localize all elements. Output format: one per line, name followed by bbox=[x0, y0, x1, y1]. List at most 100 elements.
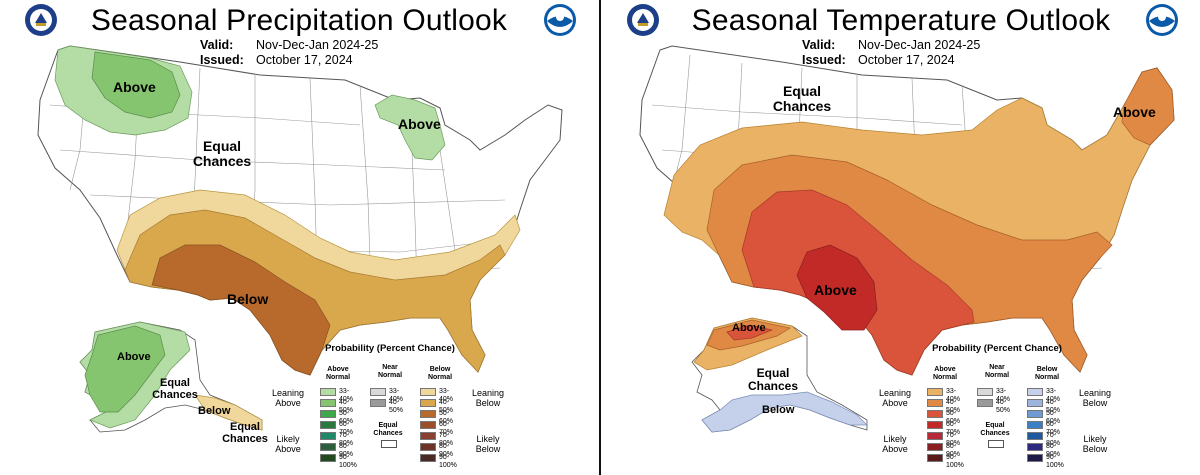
legend-swatch-below-0 bbox=[420, 388, 436, 396]
legend-swatch-label-below-3: 60-70% bbox=[1046, 421, 1061, 436]
noaa-logo bbox=[543, 3, 577, 37]
validity-info: Valid: Nov-Dec-Jan 2024-25 Issued: October… bbox=[200, 38, 378, 68]
legend-likely-below: Likely Below bbox=[475, 434, 501, 454]
legend-near-normal-head: Near Normal bbox=[984, 364, 1010, 379]
wet-michigan-33-40 bbox=[374, 94, 446, 161]
legend-likely-above: Likely Above bbox=[275, 434, 301, 454]
label-alaska-above: Above bbox=[117, 351, 151, 363]
legend-swatch-below-3 bbox=[1027, 421, 1043, 429]
legend-swatch-below-5 bbox=[420, 443, 436, 451]
legend-leaning-above: Leaning Above bbox=[878, 388, 912, 408]
warm-ne-40-50 bbox=[1121, 67, 1175, 146]
label-equal-chances: Equal Chances bbox=[772, 83, 832, 114]
legend-swatch-above-3 bbox=[927, 421, 943, 429]
legend-swatch-above-3 bbox=[320, 421, 336, 429]
legend-swatch-label-above-5: 80-90% bbox=[339, 443, 354, 458]
label-above-southwest: Above bbox=[814, 282, 857, 298]
legend-swatch-above-1 bbox=[320, 399, 336, 407]
valid-value: Nov-Dec-Jan 2024-25 bbox=[858, 38, 981, 52]
legend-swatch-near-0 bbox=[370, 388, 386, 396]
alaska-warm-50-60 bbox=[726, 324, 774, 341]
label-alaska-below: Below bbox=[198, 405, 231, 417]
legend-swatch-label-above-1: 40-50% bbox=[946, 399, 961, 414]
legend-title: Probability (Percent Chance) bbox=[932, 343, 1062, 354]
legend-swatch-label-above-3: 60-70% bbox=[339, 421, 354, 436]
label-equal-chances: Equal Chances bbox=[192, 138, 252, 169]
legend-swatch-label-below-3: 60-70% bbox=[439, 421, 454, 436]
legend-swatch-below-2 bbox=[1027, 410, 1043, 418]
temperature-map bbox=[639, 45, 1175, 433]
legend-swatch-label-below-4: 70-80% bbox=[439, 432, 454, 447]
legend-swatch-above-2 bbox=[320, 410, 336, 418]
valid-label: Valid: bbox=[802, 38, 836, 52]
legend-swatch-above-1 bbox=[927, 399, 943, 407]
legend-near-normal-head: Near Normal bbox=[377, 364, 403, 379]
legend-title: Probability (Percent Chance) bbox=[325, 343, 455, 354]
legend-swatch-label-below-1: 40-50% bbox=[1046, 399, 1061, 414]
legend-swatch-label-above-3: 60-70% bbox=[946, 421, 961, 436]
precipitation-map bbox=[37, 45, 563, 433]
legend-swatch-below-2 bbox=[420, 410, 436, 418]
alaska-cold-33-40 bbox=[701, 391, 868, 433]
alaska-wet-40-50 bbox=[84, 325, 166, 413]
legend-above-normal-head: Above Normal bbox=[325, 366, 351, 381]
legend-swatch-label-above-0: 33-40% bbox=[339, 388, 354, 403]
legend-swatch-label-above-0: 33-40% bbox=[946, 388, 961, 403]
legend-swatch-label-above-4: 70-80% bbox=[339, 432, 354, 447]
legend-swatch-label-below-2: 50-60% bbox=[439, 410, 454, 425]
legend-swatch-label-above-2: 50-60% bbox=[339, 410, 354, 425]
label-alaska-below: Below bbox=[762, 404, 795, 416]
legend: Probability (Percent Chance) Above Norma… bbox=[270, 343, 504, 474]
legend-swatch-near-0 bbox=[977, 388, 993, 396]
legend-leaning-above: Leaning Above bbox=[271, 388, 305, 408]
legend-swatch-label-below-5: 80-90% bbox=[1046, 443, 1061, 458]
legend-swatch-label-below-0: 33-40% bbox=[1046, 388, 1061, 403]
legend-swatch-label-below-6: 90-100% bbox=[439, 454, 457, 469]
label-alaska-equal-2: Equal Chances bbox=[222, 421, 268, 445]
legend-swatch-label-below-4: 70-80% bbox=[1046, 432, 1061, 447]
legend-swatch-below-6 bbox=[1027, 454, 1043, 462]
dry-south-50-60 bbox=[151, 244, 331, 376]
legend-swatch-near-1 bbox=[370, 399, 386, 407]
legend-swatch-label-below-5: 80-90% bbox=[439, 443, 454, 458]
page-title: Seasonal Precipitation Outlook bbox=[90, 4, 508, 37]
legend-swatch-label-below-1: 40-50% bbox=[439, 399, 454, 414]
legend-below-normal-head: Below Normal bbox=[1034, 366, 1060, 381]
legend-leaning-below: Leaning Below bbox=[1078, 388, 1112, 408]
legend-swatch-label-above-4: 70-80% bbox=[946, 432, 961, 447]
precipitation-panel: Seasonal Precipitation Outlook Valid: Nov… bbox=[0, 0, 598, 475]
valid-value: Nov-Dec-Jan 2024-25 bbox=[256, 38, 379, 52]
legend-swatch-below-3 bbox=[420, 421, 436, 429]
legend-equal-chances-label: Equal Chances bbox=[373, 422, 403, 437]
doc-logo bbox=[626, 3, 660, 37]
legend-swatch-label-below-6: 90-100% bbox=[1046, 454, 1064, 469]
legend-swatch-below-4 bbox=[420, 432, 436, 440]
legend-swatch-below-4 bbox=[1027, 432, 1043, 440]
legend-swatch-above-4 bbox=[320, 432, 336, 440]
legend-swatch-label-above-6: 90-100% bbox=[339, 454, 357, 469]
noaa-logo bbox=[1145, 3, 1179, 37]
legend-swatch-label-above-5: 80-90% bbox=[946, 443, 961, 458]
legend-swatch-below-0 bbox=[1027, 388, 1043, 396]
label-above-northeast: Above bbox=[1113, 104, 1156, 120]
legend-swatch-label-below-2: 50-60% bbox=[1046, 410, 1061, 425]
label-above-michigan: Above bbox=[398, 116, 441, 132]
label-below-south: Below bbox=[227, 291, 269, 307]
temperature-panel: Seasonal Temperature Outlook Valid: Nov-D… bbox=[602, 0, 1200, 475]
legend-equal-chances-swatch bbox=[988, 440, 1004, 448]
wet-northwest-40-50 bbox=[91, 51, 181, 119]
alaska-dry-33-40 bbox=[194, 394, 263, 431]
doc-logo bbox=[24, 3, 58, 37]
legend-swatch-label-near-0: 33-40% bbox=[389, 388, 404, 403]
legend-swatch-below-5 bbox=[1027, 443, 1043, 451]
issued-value: October 17, 2024 bbox=[858, 53, 955, 67]
label-above-northwest: Above bbox=[113, 79, 156, 95]
legend-swatch-above-0 bbox=[927, 388, 943, 396]
valid-label: Valid: bbox=[200, 38, 234, 52]
legend-swatch-label-near-1: 40-50% bbox=[996, 399, 1011, 414]
label-alaska-equal: Equal Chances bbox=[747, 366, 799, 393]
legend-swatch-label-near-1: 40-50% bbox=[389, 399, 404, 414]
legend-swatch-above-6 bbox=[320, 454, 336, 462]
label-alaska-above: Above bbox=[732, 322, 766, 334]
legend-swatch-below-6 bbox=[420, 454, 436, 462]
